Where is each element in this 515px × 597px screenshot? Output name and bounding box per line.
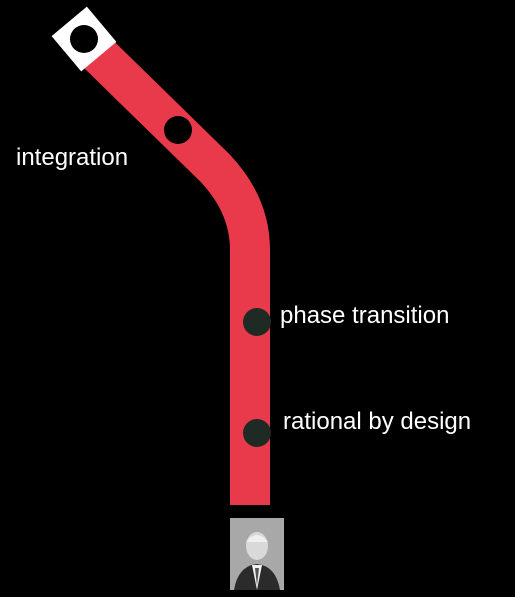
station-phase-dot[interactable]	[243, 308, 271, 336]
terminus-marker[interactable]	[51, 6, 117, 72]
station-label-phase-transition: phase transition	[280, 302, 450, 329]
station-label-rational-by-design: rational by design	[283, 408, 472, 435]
person-portrait-icon	[230, 518, 284, 590]
station-integration-dot[interactable]	[164, 116, 192, 144]
transit-route-line	[70, 25, 270, 505]
station-label-integration: integration	[16, 144, 129, 171]
station-rational-dot[interactable]	[243, 419, 271, 447]
